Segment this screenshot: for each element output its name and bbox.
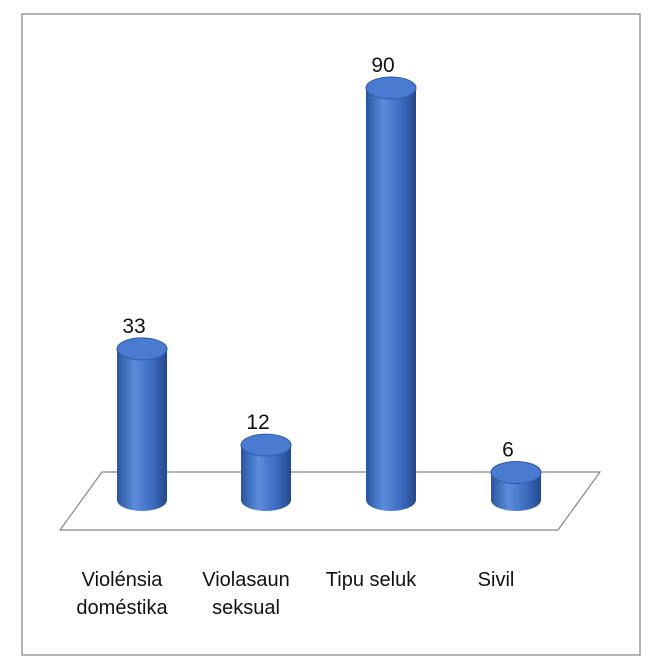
data-label: 90: [371, 54, 394, 77]
bar: [365, 76, 417, 511]
x-tick-label: Violasaun seksual: [202, 569, 290, 619]
data-label: 33: [122, 315, 145, 338]
x-tick-label: Sivil: [477, 569, 515, 591]
bar: [116, 337, 168, 511]
bar: [490, 461, 542, 511]
bar: [240, 433, 292, 511]
data-label: 6: [502, 439, 514, 462]
floor: [58, 471, 602, 531]
chart-border: [21, 13, 641, 656]
data-label: 12: [246, 411, 269, 434]
x-tick-label: Violénsia doméstika: [76, 569, 168, 619]
x-tick-label: Tipu seluk: [325, 569, 417, 591]
